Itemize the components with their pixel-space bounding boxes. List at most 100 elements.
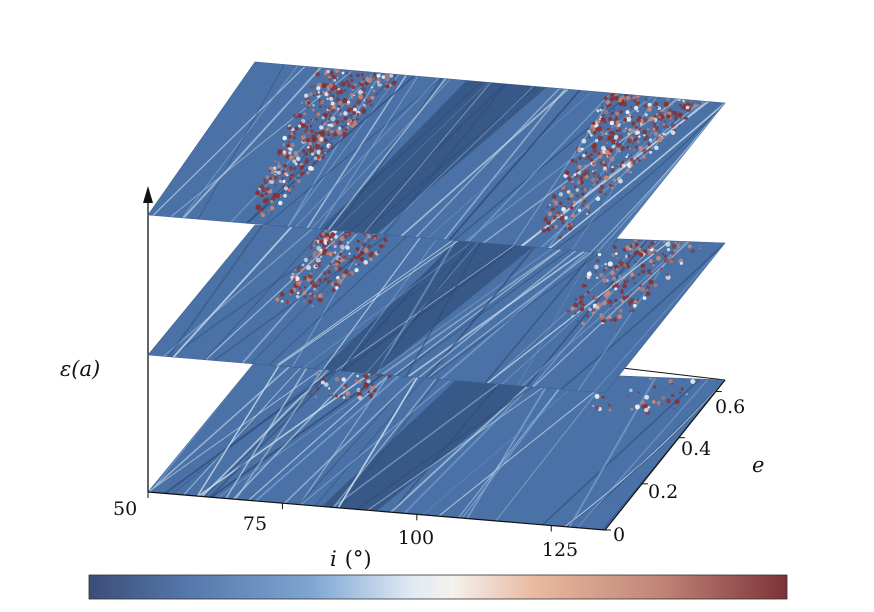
chaos-speck [550, 207, 555, 212]
chaos-speck [602, 166, 608, 171]
chaos-speck [279, 179, 283, 183]
chaos-speck [326, 82, 329, 85]
chaos-speck [324, 151, 327, 155]
chaos-speck [610, 186, 614, 190]
chaos-speck [304, 93, 309, 98]
chaos-speck [334, 266, 339, 271]
chaos-speck [629, 297, 635, 304]
chaos-speck [622, 129, 627, 133]
chaos-speck [293, 150, 298, 155]
streak-line [332, 371, 515, 508]
chaos-speck [623, 284, 627, 289]
chaos-speck [639, 286, 646, 292]
chaos-speck [566, 309, 570, 313]
chaos-speck [350, 96, 354, 99]
chaos-speck [656, 255, 661, 261]
chaos-speck [602, 160, 606, 164]
dark-band [321, 370, 547, 511]
chaos-speck [314, 144, 320, 150]
chaos-speck [341, 120, 344, 123]
chaos-speck [342, 99, 347, 104]
chaos-speck [682, 99, 685, 102]
chaos-speck [323, 112, 328, 117]
chaos-speck [615, 252, 618, 255]
chaos-speck [310, 259, 314, 264]
streak-line [209, 364, 343, 498]
chaos-speck [331, 133, 334, 135]
chaos-speck [333, 282, 337, 286]
chaos-speck [297, 124, 302, 128]
chaos-speck [310, 129, 314, 133]
chaos-speck [556, 217, 560, 221]
chaos-speck [571, 203, 574, 206]
chaos-speck [666, 398, 671, 404]
chaos-speck [661, 396, 666, 400]
axis-ticks [147, 391, 722, 532]
chaos-speck [657, 137, 662, 143]
streak-line [287, 74, 400, 227]
chaos-speck [391, 80, 396, 86]
chaos-speck [607, 261, 613, 267]
chaos-speck [609, 97, 614, 102]
streak-line [512, 93, 616, 246]
chaos-speck [679, 261, 683, 265]
chaos-speck [594, 295, 598, 299]
chaos-speck [376, 80, 380, 84]
chaos-speck [327, 111, 330, 114]
chaos-speck [668, 379, 673, 384]
chaos-speck [592, 121, 596, 126]
chaos-speck [361, 73, 364, 77]
chaos-speck [333, 251, 337, 255]
streak-line [294, 77, 440, 228]
chaos-speck [610, 168, 615, 173]
chaos-speck [599, 108, 603, 112]
chaos-speck [597, 252, 602, 257]
chaos-speck [328, 117, 331, 121]
streak-line [152, 65, 306, 216]
streak-line [439, 237, 604, 381]
chaos-speck [348, 273, 352, 276]
chaos-speck [641, 404, 647, 409]
chaos-speck [595, 139, 599, 143]
chaos-speck [646, 128, 650, 131]
chaos-speck [572, 200, 577, 205]
chaos-speck [586, 188, 589, 191]
chaos-speck [660, 267, 663, 270]
chaos-speck [629, 147, 632, 150]
chaos-speck [643, 134, 646, 137]
streak-line [342, 234, 531, 372]
chaos-speck [323, 138, 328, 143]
chaos-speck [629, 291, 632, 293]
chaos-speck [332, 253, 335, 256]
chaos-speck [296, 156, 301, 161]
chaos-speck [617, 163, 620, 166]
chaos-speck [629, 128, 634, 134]
chaos-speck [601, 395, 605, 399]
chaos-speck [679, 103, 683, 107]
chaos-speck [274, 170, 278, 173]
chaos-speck [285, 300, 291, 305]
streak-line [339, 231, 443, 372]
chaos-speck [586, 314, 589, 318]
chaos-speck [338, 252, 342, 256]
chaos-speck [324, 72, 327, 76]
streak-line [327, 78, 447, 231]
streak-line [210, 366, 394, 498]
chaos-speck [349, 92, 354, 97]
chaos-speck [566, 197, 570, 201]
chaos-speck [634, 242, 638, 247]
chaos-speck [283, 186, 288, 191]
chaos-speck [609, 127, 612, 130]
chaos-speck [583, 164, 588, 169]
chaos-speck [283, 194, 287, 198]
chaos-speck [356, 99, 362, 105]
chaos-speck [312, 283, 317, 289]
chaos-speck [263, 180, 268, 185]
chaos-speck [327, 270, 332, 274]
chaos-speck [581, 321, 585, 326]
chaos-speck [566, 190, 571, 194]
chaos-speck [634, 282, 637, 285]
chaos-speck [569, 193, 574, 198]
chaos-speck [639, 252, 644, 257]
chaos-speck [337, 266, 343, 271]
